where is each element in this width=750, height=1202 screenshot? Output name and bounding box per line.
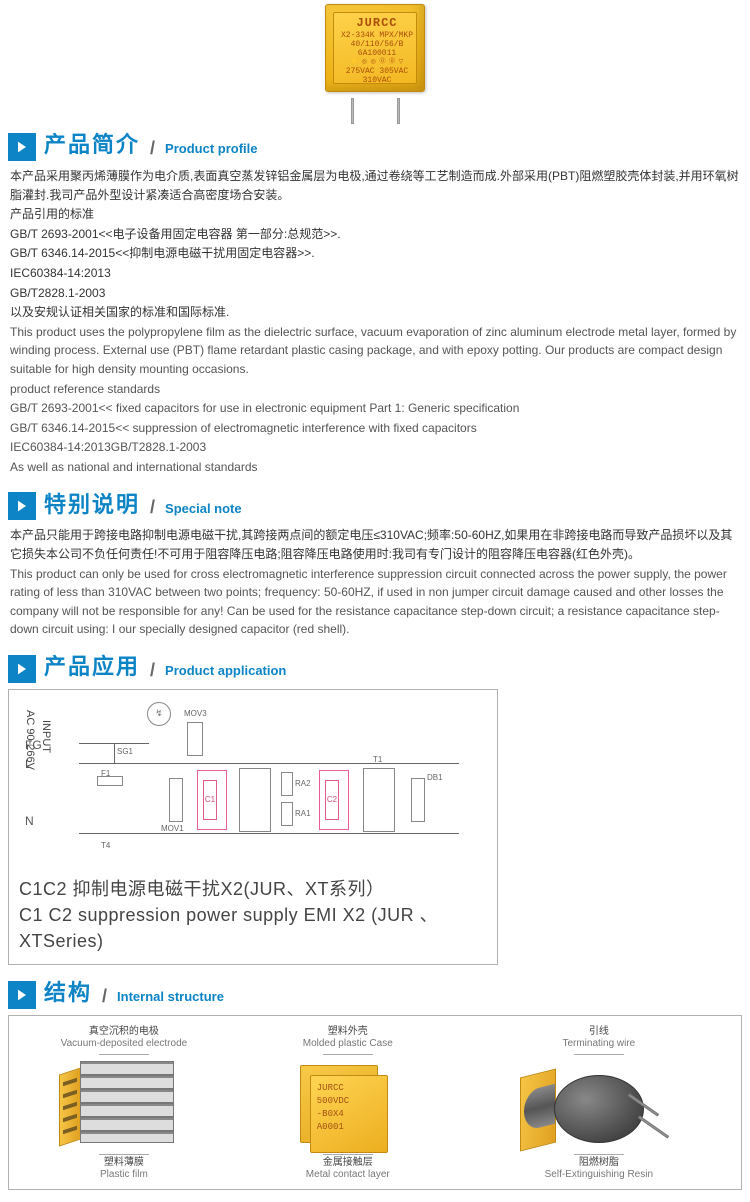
struct-item-case: 塑料外壳 Molded plastic Case JURCC500VDC-B0X… [239, 1026, 457, 1181]
cap-line4: 275VAC 305VAC 310VAC [339, 67, 415, 85]
struct-item-wire: 引线 Terminating wire 阻燃树脂 Self-Extinguish… [463, 1026, 735, 1181]
struct-item-electrode: 真空沉积的电极 Vacuum-deposited electrode [15, 1026, 233, 1181]
section-title-en: Product profile [165, 140, 257, 161]
cap-brand: JURCC [339, 17, 415, 31]
application-diagram-box: AC 90-266V INPUT FG L N SG1 MOV3 F1 T4 [8, 689, 498, 965]
cap-line3: 40/110/56/B 6A100011 [339, 40, 415, 58]
circuit-diagram: AC 90-266V INPUT FG L N SG1 MOV3 F1 T4 [19, 700, 487, 870]
cap-line2: X2-334K MPX/MKP [339, 31, 415, 40]
arrow-icon [8, 133, 36, 161]
arrow-icon [8, 655, 36, 683]
profile-body: 本产品采用聚丙烯薄膜作为电介质,表面真空蒸发锌铝金属层为电极,通过卷绕等工艺制造… [10, 167, 742, 477]
section-title-cn: 产品简介 [44, 129, 140, 161]
section-heading-profile: 产品简介 / Product profile [8, 129, 742, 161]
app-caption-cn: C1C2 抑制电源电磁干扰X2(JUR、XT系列） [19, 876, 487, 902]
section-heading-special: 特别说明 / Special note [8, 489, 742, 521]
structure-box: 真空沉积的电极 Vacuum-deposited electrode [8, 1015, 742, 1190]
section-heading-application: 产品应用 / Product application [8, 651, 742, 683]
arrow-icon [8, 981, 36, 1009]
product-image: JURCC X2-334K MPX/MKP 40/110/56/B 6A1000… [8, 4, 742, 117]
section-heading-structure: 结构 / Internal structure [8, 977, 742, 1009]
special-body: 本产品只能用于跨接电路抑制电源电磁干扰,其跨接两点间的额定电压≤310VAC;频… [10, 526, 742, 639]
arrow-icon [8, 492, 36, 520]
app-caption-en: C1 C2 suppression power supply EMI X2 (J… [19, 905, 438, 951]
